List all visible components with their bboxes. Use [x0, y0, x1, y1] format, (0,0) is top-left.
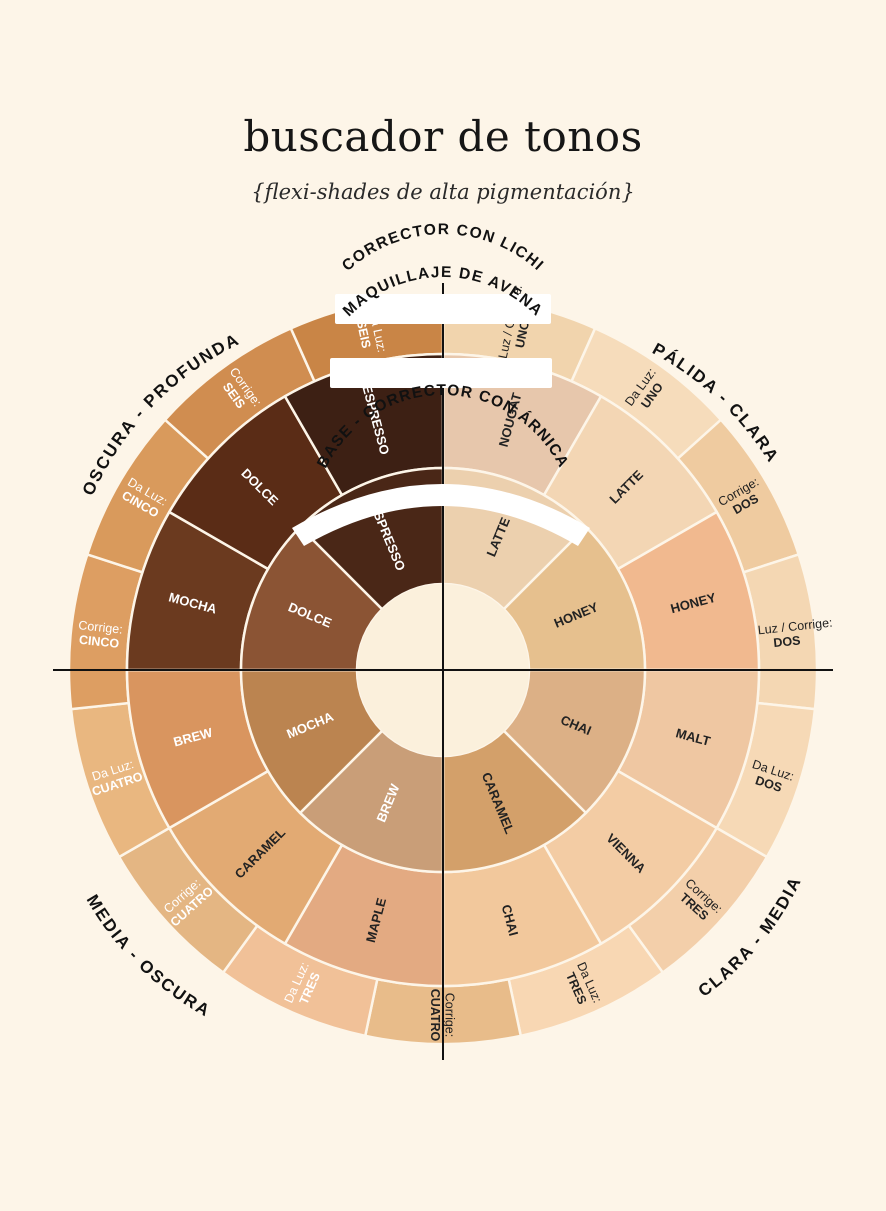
outer-ring-title-banner [335, 294, 551, 324]
page-title: buscador de tonos [243, 112, 643, 161]
inner-ring-title-banner [292, 484, 590, 546]
middle-ring-title-banner [330, 358, 552, 388]
page-subtitle: {flexi-shades de alta pigmentación} [251, 180, 635, 204]
outer-label-corrige-cuatro: Corrige:CUATRO [428, 989, 456, 1042]
outer-label-corrige-cinco: Corrige:CINCO [76, 618, 123, 651]
